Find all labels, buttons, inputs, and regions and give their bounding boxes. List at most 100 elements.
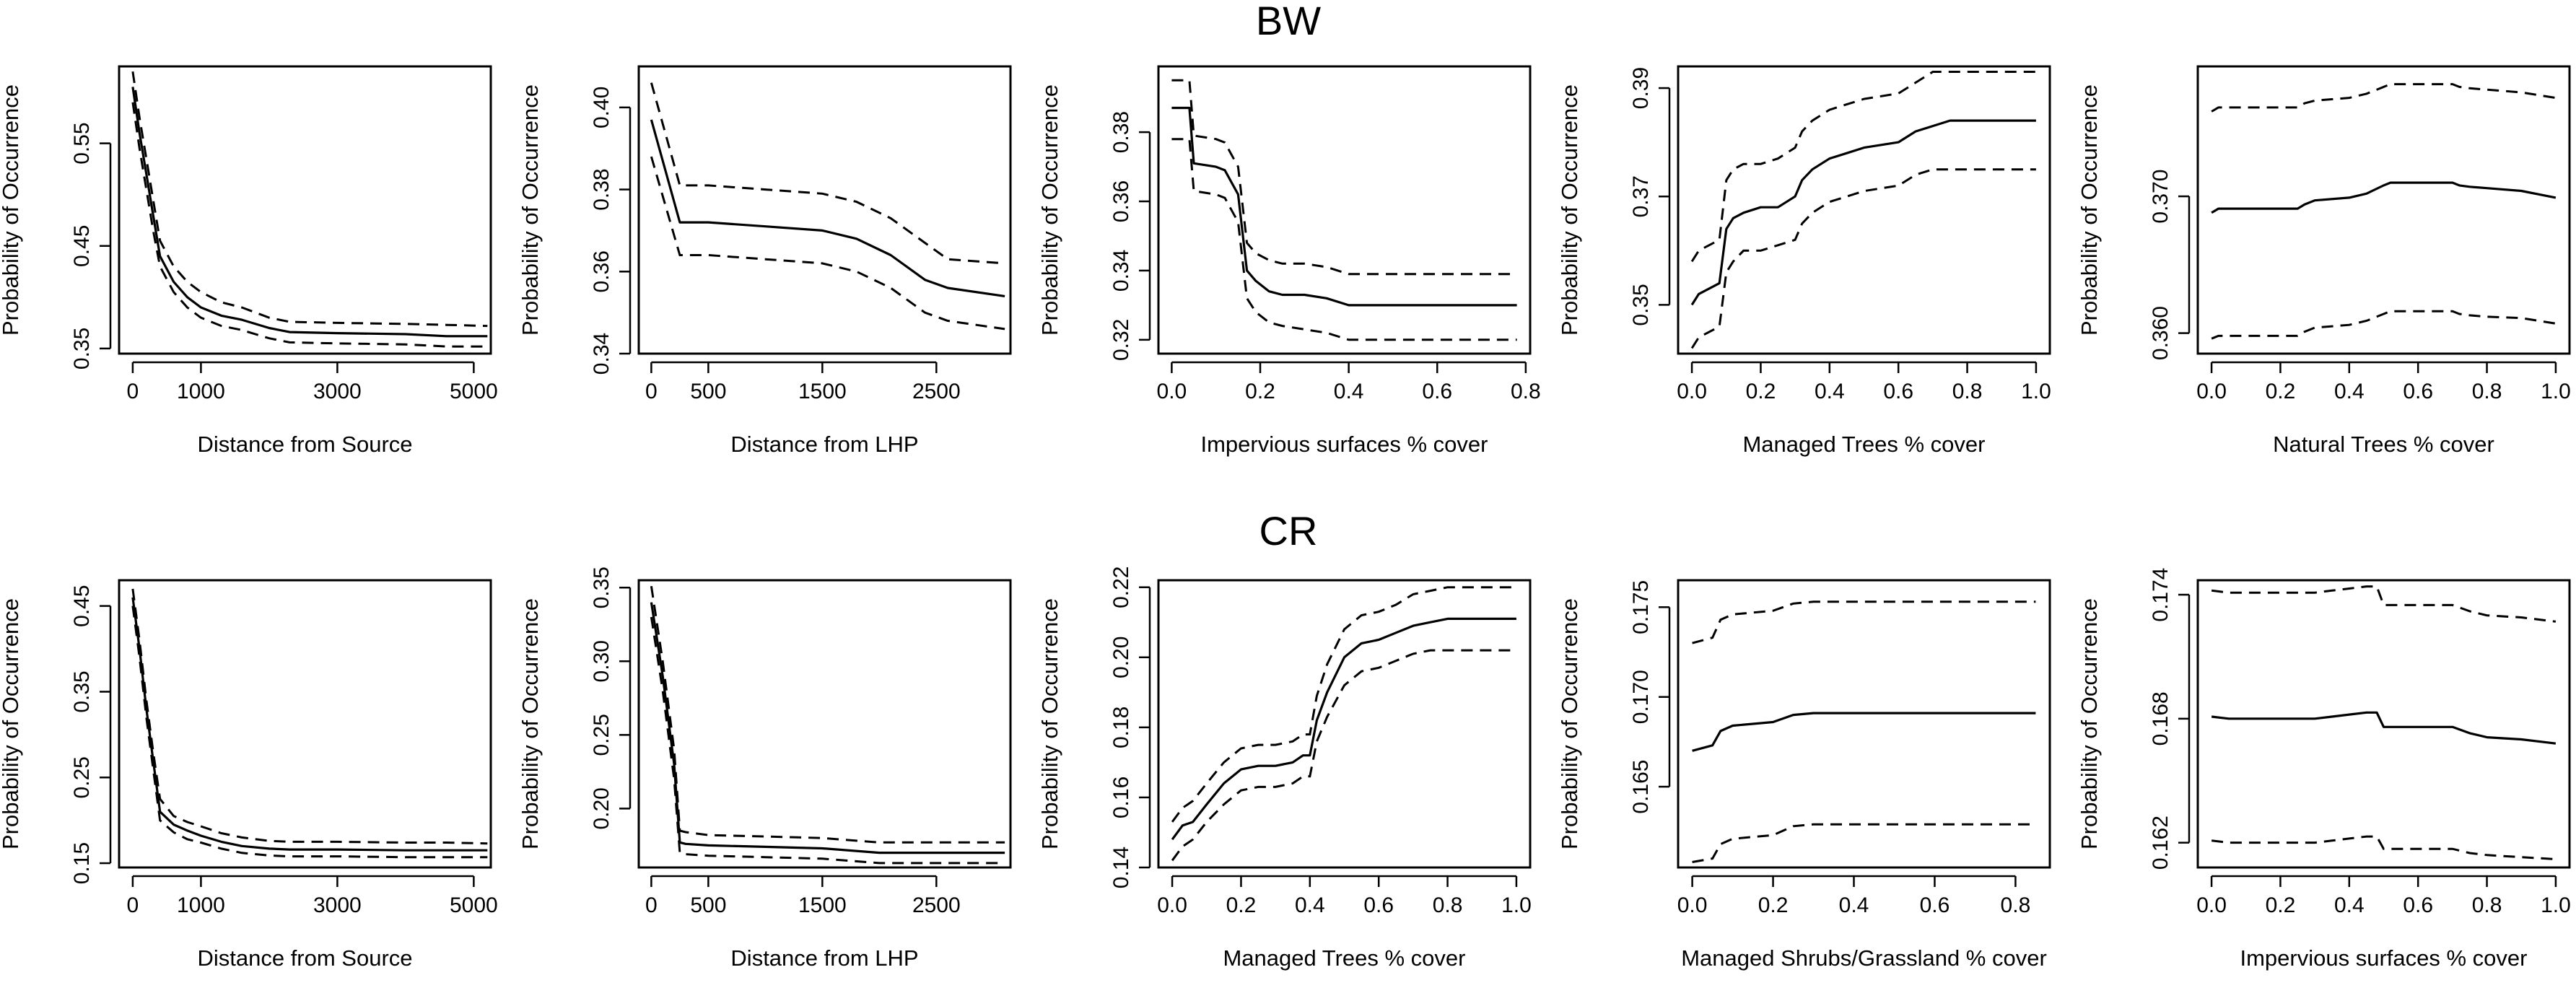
y-tick-label: 0.22 xyxy=(1109,567,1133,608)
y-axis-label: Probability of Occurrence xyxy=(2077,84,2102,336)
series-fit-line xyxy=(131,87,488,338)
x-axis-label: Natural Trees % cover xyxy=(2273,432,2494,457)
y-tick-label: 0.174 xyxy=(2149,568,2173,622)
x-tick-label: 1000 xyxy=(177,893,225,917)
series-fit-line xyxy=(131,597,488,852)
x-tick-label: 0.6 xyxy=(1920,893,1950,917)
y-tick-label: 0.360 xyxy=(2149,306,2173,360)
y-axis-label: Probability of Occurrence xyxy=(1037,84,1062,336)
y-tick-label: 0.370 xyxy=(2149,170,2173,224)
y-tick-label: 0.55 xyxy=(70,122,94,164)
row-title-bw: BW xyxy=(1256,0,1321,43)
x-tick-label: 0.4 xyxy=(2334,380,2365,403)
y-tick-label: 0.25 xyxy=(590,714,614,756)
y-tick-label: 0.35 xyxy=(1629,284,1653,325)
y-axis-label: Probability of Occurrence xyxy=(1037,598,1062,849)
series-fit-line xyxy=(650,602,1005,854)
row-title-cr: CR xyxy=(1259,508,1318,554)
x-tick-label: 0.2 xyxy=(1226,893,1257,917)
x-tick-label: 0.4 xyxy=(1334,380,1364,403)
y-tick-label: 0.30 xyxy=(590,640,614,682)
panel-7: 0 500 1500 2500 0.20 0.25 0.30 0.35 Distance fro… xyxy=(518,567,1012,971)
panel-4: 0.0 0.2 0.4 0.6 0.8 1.0 0.35 0.37 0.39 Managed Tr… xyxy=(1557,65,2051,457)
series-upper-line xyxy=(1690,71,2036,263)
plot-frame xyxy=(118,579,492,869)
x-tick-label: 1.0 xyxy=(2541,380,2571,403)
y-axis-label: Probability of Occurrence xyxy=(518,598,543,849)
x-tick-label: 0.4 xyxy=(1815,380,1845,403)
x-tick-label: 1.0 xyxy=(2541,893,2571,917)
x-axis-label: Distance from LHP xyxy=(730,432,918,457)
y-tick-label: 0.18 xyxy=(1109,707,1133,748)
x-tick-label: 0.4 xyxy=(2334,893,2365,917)
x-tick-label: 1.0 xyxy=(2021,380,2051,403)
series-upper-line xyxy=(2211,83,2557,113)
x-tick-label: 2500 xyxy=(912,893,961,917)
x-tick-label: 0.4 xyxy=(1839,893,1869,917)
x-axis-label: Managed Trees % cover xyxy=(1742,432,1985,457)
y-tick-label: 0.25 xyxy=(70,756,94,798)
y-tick-label: 0.170 xyxy=(1629,670,1653,724)
x-tick-label: 0.0 xyxy=(2196,893,2227,917)
x-tick-label: 0.2 xyxy=(1245,380,1275,403)
y-axis-label: Probability of Occurrence xyxy=(1557,598,1582,849)
x-tick-label: 0.0 xyxy=(1677,893,1708,917)
x-axis-label: Distance from LHP xyxy=(730,945,918,971)
x-tick-label: 3000 xyxy=(313,893,362,917)
series-fit-line xyxy=(650,119,1005,297)
y-axis-label: Probability of Occurrence xyxy=(518,84,543,336)
x-tick-label: 0.8 xyxy=(2001,893,2031,917)
x-tick-label: 0.8 xyxy=(2472,893,2502,917)
series-lower-line xyxy=(131,606,488,859)
series-upper-line xyxy=(650,82,1005,265)
series-lower-line xyxy=(2211,835,2556,860)
x-tick-label: 0.6 xyxy=(2403,380,2433,403)
plot-frame xyxy=(118,65,492,355)
y-tick-label: 0.34 xyxy=(1109,250,1133,292)
x-tick-label: 0.0 xyxy=(2196,380,2227,403)
x-tick-label: 5000 xyxy=(450,380,498,403)
x-tick-label: 0.6 xyxy=(2403,893,2433,917)
series-upper-line xyxy=(1171,79,1517,276)
panel-2: 0 500 1500 2500 0.34 0.36 0.38 0.40 Distance fro… xyxy=(518,65,1012,457)
series-fit-line xyxy=(1171,106,1517,307)
series-upper-line xyxy=(2211,585,2557,623)
panel-5: 0.0 0.2 0.4 0.6 0.8 1.0 0.360 0.370 Natural Tree… xyxy=(2077,65,2571,457)
y-tick-label: 0.36 xyxy=(590,250,614,292)
x-tick-label: 0.2 xyxy=(2266,380,2296,403)
x-axis-label: Impervious surfaces % cover xyxy=(1201,432,1488,457)
plot-frame xyxy=(2196,65,2571,355)
plot-frame xyxy=(1157,579,1532,869)
x-tick-label: 500 xyxy=(690,893,726,917)
x-tick-label: 0.6 xyxy=(1883,380,1913,403)
x-axis-label: Managed Trees % cover xyxy=(1223,945,1465,971)
plot-frame xyxy=(1677,579,2051,869)
x-tick-label: 0.4 xyxy=(1295,893,1325,917)
x-tick-label: 500 xyxy=(690,380,726,403)
y-tick-label: 0.45 xyxy=(70,585,94,626)
plot-frame xyxy=(2196,579,2571,869)
series-upper-line xyxy=(650,585,1005,844)
series-lower-line xyxy=(1171,138,1517,341)
y-tick-label: 0.36 xyxy=(1109,180,1133,222)
x-tick-label: 0.8 xyxy=(2472,380,2502,403)
x-axis-label: Managed Shrubs/Grassland % cover xyxy=(1681,945,2047,971)
series-fit-line xyxy=(1171,617,1516,841)
x-tick-label: 1500 xyxy=(798,380,847,403)
y-tick-label: 0.168 xyxy=(2149,691,2173,746)
series-fit-line xyxy=(2211,181,2557,214)
y-tick-label: 0.165 xyxy=(1629,760,1653,814)
y-tick-label: 0.20 xyxy=(590,787,614,829)
y-tick-label: 0.37 xyxy=(1629,175,1653,217)
series-fit-line xyxy=(1690,119,2036,306)
x-tick-label: 0.2 xyxy=(1758,893,1789,917)
series-fit-line xyxy=(2211,711,2557,745)
x-tick-label: 1500 xyxy=(798,893,847,917)
x-tick-label: 0.2 xyxy=(2266,893,2296,917)
panel-8: 0.0 0.2 0.4 0.6 0.8 1.0 0.14 0.16 0.18 0.20 0.22 Ma… xyxy=(1037,567,1532,971)
series-lower-line xyxy=(650,616,1005,865)
x-axis-label: Distance from Source xyxy=(197,945,412,971)
y-tick-label: 0.35 xyxy=(70,670,94,712)
plot-frame xyxy=(1677,65,2051,355)
plot-frame xyxy=(637,579,1012,869)
